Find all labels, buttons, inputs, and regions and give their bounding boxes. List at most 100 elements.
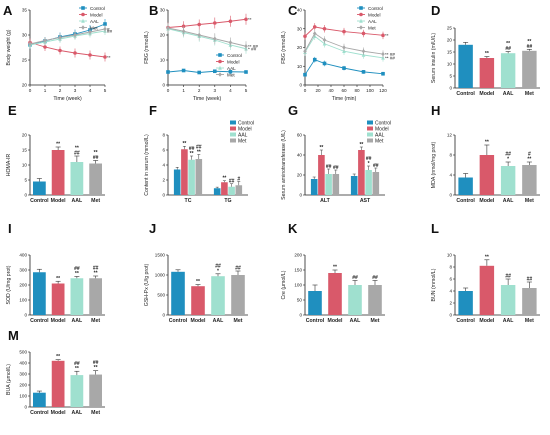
y-tick-label: 15 (447, 50, 453, 55)
x-axis-title: Time (week) (193, 96, 222, 102)
y-tick-label: 5 (449, 74, 452, 79)
data-point (361, 31, 366, 36)
bar-control (213, 188, 221, 195)
y-tick-label: 6 (449, 277, 452, 282)
y-tick-label: 1000 (155, 273, 166, 278)
x-tick-label: TC (185, 198, 192, 204)
legend-label: Control (238, 120, 254, 126)
y-tick-label: 200 (19, 383, 27, 388)
significance-mark: * (368, 161, 370, 167)
bar-aal (228, 186, 235, 195)
panel-letter: A (3, 3, 13, 18)
x-tick-label: Control (169, 318, 188, 324)
bar-control (350, 176, 358, 195)
significance-mark: # (528, 152, 531, 158)
significance-mark: ** (75, 366, 79, 372)
bar-aal (188, 159, 195, 195)
data-point (244, 17, 248, 22)
y-tick-label: 4 (449, 289, 452, 294)
x-tick-label: AAL (72, 318, 83, 324)
x-tick-label: AAL (503, 91, 514, 97)
x-tick-label: 1 (182, 88, 185, 93)
panel-letter: F (149, 103, 157, 118)
y-tick-label: 4 (162, 163, 165, 168)
bar-model (221, 182, 228, 195)
y-tick-label: 30 (160, 8, 166, 13)
data-point (103, 26, 107, 32)
y-axis-title: Content in serum (mmol/L) (144, 134, 150, 196)
y-tick-label: 4 (449, 173, 452, 178)
data-point (228, 40, 233, 45)
bar-control (458, 44, 473, 88)
significance-mark: ## (215, 263, 221, 269)
series-line-control (29, 23, 106, 46)
data-point (228, 69, 233, 74)
data-point (342, 29, 346, 34)
panel-letter: K (288, 221, 298, 236)
data-point (381, 33, 385, 38)
legend-swatch (230, 126, 236, 131)
significance-mark: ** ## (385, 52, 395, 57)
legend-label: Control (375, 120, 391, 126)
x-tick-label: Met (525, 318, 534, 324)
y-tick-label: 20 (297, 45, 303, 50)
series-line-met (167, 27, 247, 47)
bar-control (458, 291, 473, 315)
x-tick-label: Model (328, 318, 344, 324)
data-point (303, 72, 307, 77)
significance-mark: ** (527, 39, 531, 45)
legend-label: Met (227, 72, 235, 77)
data-point (361, 70, 366, 74)
x-tick-label: 40 (328, 88, 334, 93)
y-tick-label: 0 (162, 83, 165, 88)
panel-letter: M (8, 328, 19, 343)
y-axis-title: Serum aminotransferase (U/L) (281, 130, 287, 200)
y-tick-label: 12 (447, 133, 453, 138)
y-tick-label: 0 (162, 193, 165, 198)
significance-mark: ## (93, 266, 99, 272)
y-tick-label: 8 (449, 153, 452, 158)
y-tick-label: 8 (162, 133, 165, 138)
significance-mark: ## (505, 46, 511, 52)
panel-letter: J (149, 221, 156, 236)
legend-swatch (230, 120, 236, 125)
panel-letter: H (431, 103, 440, 118)
legend-label: Model (227, 59, 240, 64)
data-point (197, 22, 201, 27)
bar-aal (348, 285, 362, 315)
legend-label: Model (375, 126, 389, 132)
x-tick-label: Met (91, 198, 100, 204)
x-tick-label: 3 (214, 88, 217, 93)
legend-label: Met (238, 138, 247, 144)
y-tick-label: 200 (294, 253, 302, 258)
x-tick-label: Control (30, 318, 49, 324)
legend-swatch (230, 132, 236, 137)
panel-b: B 0 10 20 30 FBG (mmol/L) 0 1 2 3 4 5 Time (week) ** *… (144, 3, 258, 102)
data-point (43, 38, 47, 43)
x-tick-label: Model (51, 318, 67, 324)
x-tick-label: 3 (74, 88, 77, 93)
legend-label: Control (368, 6, 383, 11)
panel-i: I 0 100 200 300 400 SOD (U/mg prot) Control ** Mo… (6, 221, 105, 324)
series-line-met (304, 32, 384, 55)
significance-mark: ** (56, 142, 60, 148)
significance-mark: ## (352, 275, 358, 281)
y-tick-label: 0 (449, 86, 452, 91)
bar-model (479, 265, 495, 315)
significance-mark: ## (527, 277, 533, 283)
significance-mark: ** (527, 157, 531, 163)
y-tick-label: 500 (19, 350, 27, 355)
bar-aal (325, 174, 332, 195)
series-line-model (304, 26, 384, 37)
bar-control (33, 392, 46, 407)
bar-model (328, 273, 342, 315)
bar-met (89, 278, 102, 315)
legend-swatch (367, 132, 373, 137)
legend-marker (81, 18, 85, 23)
y-tick-label: 10 (22, 163, 28, 168)
significance-mark: ## (366, 156, 372, 162)
x-tick-label: 2 (198, 88, 201, 93)
significance-mark: ## (372, 275, 378, 281)
significance-mark: ** (196, 279, 200, 285)
significance-mark: ** (94, 365, 98, 371)
